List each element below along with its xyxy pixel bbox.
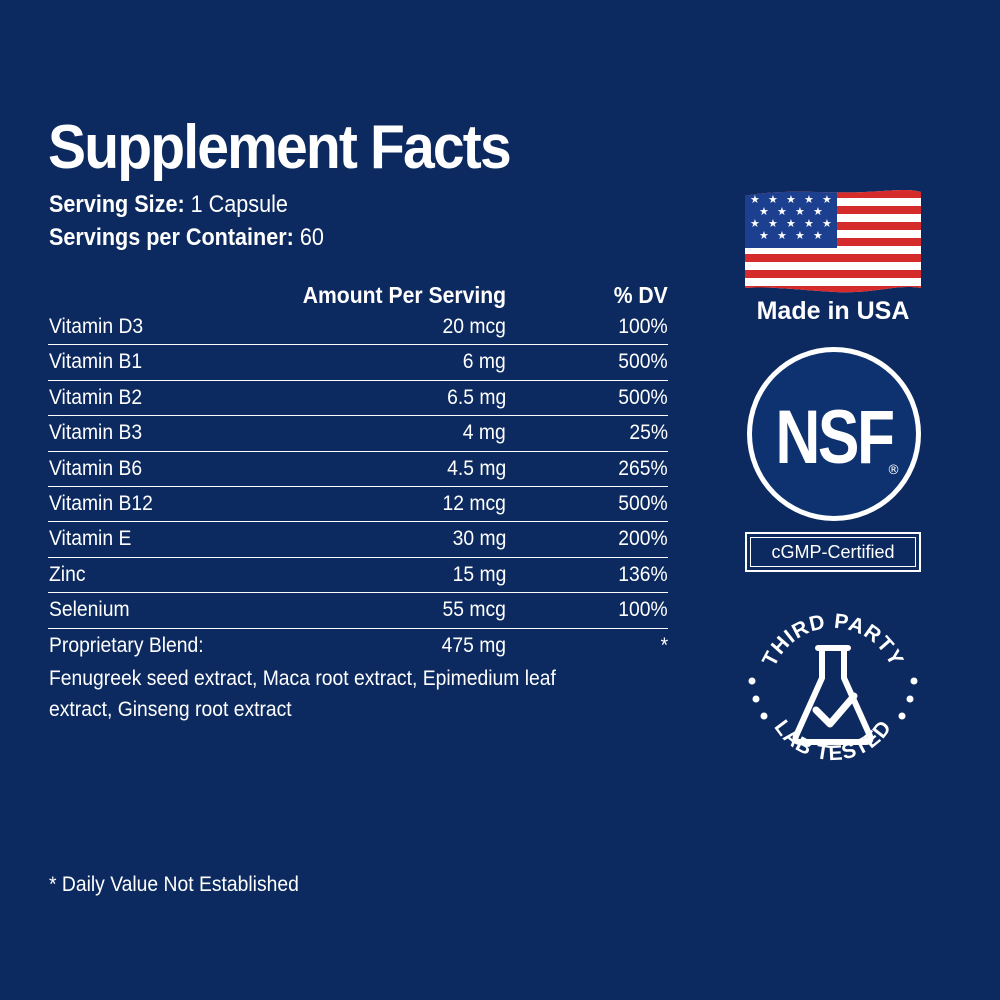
table-row: Vitamin B3 4 mg 25% — [48, 416, 668, 452]
svg-text:★: ★ — [804, 217, 814, 230]
svg-text:★: ★ — [813, 229, 823, 242]
svg-text:★: ★ — [822, 217, 832, 230]
servings-count-label: Servings per Container: — [49, 224, 294, 251]
nutrient-name: Vitamin B2 — [49, 385, 143, 409]
nutrient-name: Vitamin B1 — [49, 350, 143, 374]
table-row: Vitamin B1 6 mg 500% — [48, 345, 668, 381]
nutrient-name: Vitamin B6 — [49, 456, 143, 480]
cgmp-label: cGMP-Certified — [750, 537, 916, 567]
facts-table-header: Amount Per Serving % DV — [48, 280, 668, 310]
nutrient-dv: 500% — [618, 385, 668, 409]
table-row: Vitamin B6 4.5 mg 265% — [48, 452, 668, 487]
nutrient-amount: 55 mcg — [442, 598, 506, 622]
nutrient-name: Vitamin B3 — [49, 421, 143, 445]
nutrient-dv: 265% — [618, 456, 668, 480]
svg-text:THIRD PARTY: THIRD PARTY — [758, 610, 908, 670]
svg-text:★: ★ — [813, 205, 823, 218]
blend-ingredients: Fenugreek seed extract, Maca root extrac… — [49, 667, 556, 721]
nutrient-dv: 100% — [618, 598, 668, 622]
nutrient-amount: 6 mg — [463, 350, 506, 374]
table-row: Vitamin B12 12 mcg 500% — [48, 487, 668, 523]
servings-count-value: 60 — [293, 224, 324, 251]
svg-text:★: ★ — [795, 205, 805, 218]
nutrient-amount: 30 mg — [452, 527, 506, 551]
svg-text:★: ★ — [786, 217, 796, 230]
cgmp-badge: cGMP-Certified — [745, 532, 921, 572]
nutrient-name: Vitamin E — [49, 527, 132, 551]
nutrient-dv: 200% — [618, 527, 668, 551]
page-title: Supplement Facts — [48, 113, 512, 182]
nutrient-dv: 25% — [629, 421, 668, 445]
nutrient-name: Vitamin B12 — [49, 491, 153, 515]
svg-text:★: ★ — [759, 205, 769, 218]
svg-text:★: ★ — [795, 229, 805, 242]
made-in-usa-label: Made in USA — [756, 297, 910, 325]
nsf-text: NSF — [775, 394, 893, 479]
dv-header: % DV — [613, 282, 668, 308]
nutrient-dv: 136% — [618, 562, 668, 586]
nutrient-dv: 500% — [618, 491, 668, 515]
amount-header: Amount Per Serving — [302, 282, 506, 308]
lab-flask-check-icon: THIRD PARTY LAB TESTED — [748, 610, 918, 765]
table-row: Selenium 55 mcg 100% — [48, 593, 668, 629]
nutrient-dv: * — [660, 633, 668, 657]
nutrient-name: Proprietary Blend: — [49, 633, 204, 657]
lab-top-text: THIRD PARTY — [758, 610, 907, 670]
svg-text:★: ★ — [750, 193, 760, 206]
svg-text:★: ★ — [822, 193, 832, 206]
table-row: Zinc 15 mg 136% — [48, 558, 668, 594]
svg-text:★: ★ — [750, 217, 760, 230]
nsf-logo-icon: NSF ® — [747, 347, 921, 521]
table-row: Vitamin E 30 mg 200% — [48, 522, 668, 558]
nutrient-dv: 500% — [618, 350, 668, 374]
serving-size-value: 1 Capsule — [184, 191, 288, 218]
serving-size: Serving Size: 1 Capsule — [49, 190, 288, 220]
registered-mark: ® — [887, 463, 900, 478]
nutrient-dv: 100% — [618, 315, 668, 338]
svg-text:★: ★ — [777, 229, 787, 242]
svg-text:★: ★ — [804, 193, 814, 206]
nutrient-amount: 12 mcg — [442, 491, 506, 515]
svg-text:★: ★ — [768, 217, 778, 230]
table-row: Vitamin B2 6.5 mg 500% — [48, 381, 668, 417]
nutrient-name: Zinc — [49, 562, 86, 586]
nutrient-amount: 475 mg — [441, 633, 506, 657]
nutrient-amount: 20 mcg — [442, 315, 506, 338]
nutrient-name: Vitamin D3 — [49, 315, 144, 338]
facts-table: Amount Per Serving % DV Vitamin D3 20 mcg… — [48, 280, 668, 664]
svg-text:★: ★ — [759, 229, 769, 242]
nutrient-amount: 4.5 mg — [446, 456, 506, 480]
servings-per-container: Servings per Container: 60 — [49, 223, 324, 253]
nutrient-name: Selenium — [49, 598, 130, 622]
svg-text:★: ★ — [786, 193, 796, 206]
table-row: Vitamin D3 20 mcg 100% — [48, 310, 668, 346]
serving-size-label: Serving Size: — [49, 191, 185, 218]
table-row: Proprietary Blend: 475 mg * — [48, 629, 668, 664]
svg-text:★: ★ — [777, 205, 787, 218]
svg-text:★: ★ — [768, 193, 778, 206]
nutrient-amount: 4 mg — [463, 421, 506, 445]
nutrient-amount: 6.5 mg — [446, 385, 506, 409]
us-flag-icon: ★ ★ ★ ★ ★ ★ ★ ★ ★ ★ ★ ★ ★ ★ ★ ★ ★ ★ — [745, 190, 921, 293]
nutrient-amount: 15 mg — [452, 562, 506, 586]
dv-footnote: * Daily Value Not Established — [49, 873, 299, 896]
